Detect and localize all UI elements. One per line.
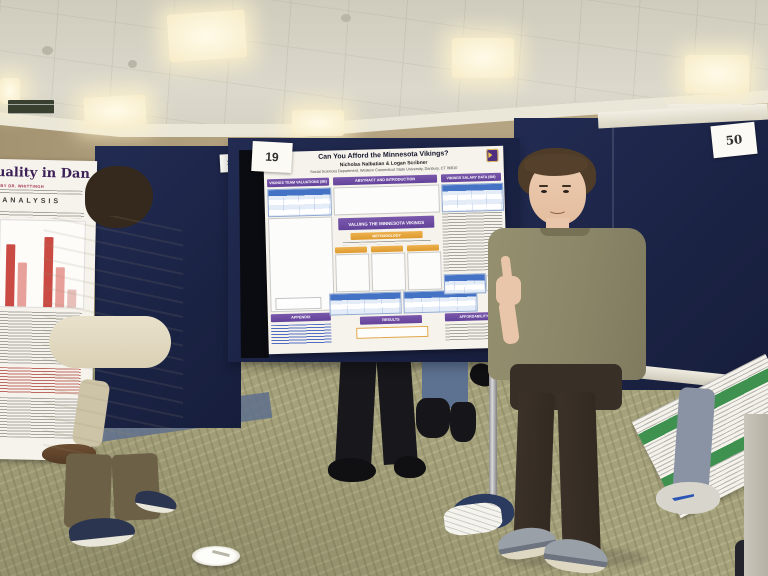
section-header-valuations: VIKINGS TEAM VALUATIONS ($B) bbox=[266, 177, 330, 188]
valuations-callout bbox=[275, 296, 322, 311]
section-header-results: RESULTS bbox=[359, 315, 423, 325]
nike-sneaker bbox=[656, 482, 720, 514]
background-person-boot bbox=[416, 398, 450, 438]
crossed-arms bbox=[49, 316, 171, 368]
right-edge-board bbox=[744, 414, 768, 576]
section-header-abstract: ABSTRACT AND INTRODUCTION bbox=[332, 174, 438, 186]
method-1-text bbox=[335, 253, 371, 293]
results-callout bbox=[356, 325, 429, 339]
tshirt-collar bbox=[540, 228, 590, 236]
board-number-right: 50 bbox=[724, 132, 744, 148]
person-viewing-poster bbox=[35, 166, 195, 558]
results-table-1 bbox=[329, 291, 402, 316]
background-person-leg bbox=[334, 351, 378, 469]
board-number-center: 19 bbox=[264, 149, 280, 165]
wall-sign bbox=[8, 100, 54, 114]
section-banner-methodology: METHODOLOGY bbox=[350, 230, 423, 240]
method-3-text bbox=[407, 251, 443, 291]
board-number-tag-right: 50 bbox=[710, 121, 758, 159]
ceiling-light bbox=[292, 110, 344, 136]
valuations-table bbox=[267, 187, 333, 218]
method-3-header bbox=[406, 244, 440, 252]
nike-swoosh-icon bbox=[672, 494, 694, 501]
section-header-appendix: APPENDIX bbox=[270, 312, 331, 323]
ceiling-sprinkler bbox=[128, 60, 137, 68]
background-person-boot bbox=[450, 402, 476, 442]
abstract-text bbox=[333, 184, 440, 216]
ceiling-sprinkler bbox=[341, 14, 351, 22]
background-person-shoe bbox=[394, 456, 426, 478]
chart-bar bbox=[17, 262, 27, 307]
chart-bar bbox=[5, 244, 16, 307]
background-person-shoe bbox=[328, 458, 376, 482]
board-number-tag-center: 19 bbox=[251, 140, 293, 174]
method-1-header bbox=[334, 246, 368, 254]
method-2-text bbox=[371, 252, 407, 292]
main-poster: Can You Afford the Minnesota Vikings? Ni… bbox=[263, 145, 509, 355]
eyebrow bbox=[562, 185, 571, 187]
section-banner-valuing: VALUING THE MINNESOTA VIKINGS bbox=[338, 215, 435, 231]
curly-hair bbox=[85, 166, 153, 228]
presenter-person bbox=[488, 148, 650, 576]
ceiling-light bbox=[166, 9, 248, 63]
right-person-leg bbox=[672, 386, 716, 494]
board-support-pole bbox=[489, 356, 497, 508]
eye bbox=[541, 190, 547, 193]
ceiling-light bbox=[685, 55, 749, 93]
smile bbox=[548, 204, 567, 214]
hair-fringe bbox=[524, 154, 588, 176]
pant-leg bbox=[557, 391, 601, 557]
eyebrow bbox=[539, 185, 548, 187]
paper-plate bbox=[192, 546, 240, 566]
ceiling-sprinkler bbox=[42, 46, 53, 55]
eye bbox=[563, 190, 569, 193]
ceiling-light bbox=[452, 38, 514, 78]
salary-table-2 bbox=[443, 273, 487, 295]
method-2-header bbox=[370, 245, 404, 253]
appendix-links bbox=[271, 323, 332, 346]
ceiling-light bbox=[0, 78, 20, 104]
ceiling-light bbox=[83, 94, 147, 128]
